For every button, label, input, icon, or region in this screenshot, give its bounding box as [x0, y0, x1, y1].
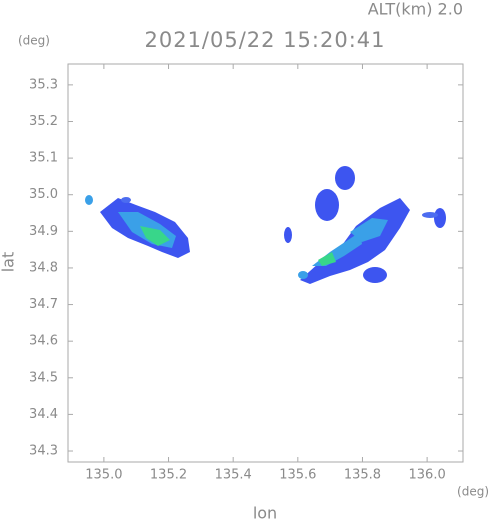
y-tick-label: 35.3 [29, 77, 58, 92]
echo [284, 227, 292, 243]
x-axis-label: lon [253, 504, 277, 521]
y-tick-label: 34.7 [29, 297, 58, 312]
echo [318, 252, 336, 266]
x-tick-label: 135.0 [85, 468, 122, 483]
x-tick-label: 136.0 [409, 468, 446, 483]
x-tick-label: 135.8 [344, 468, 381, 483]
x-tick-label: 135.6 [279, 468, 316, 483]
altitude-label: ALT(km) 2.0 [368, 0, 463, 19]
y-tick-label: 34.9 [29, 224, 58, 239]
y-tick-label: 34.6 [29, 334, 58, 349]
echo [335, 166, 355, 190]
x-unit: (deg) [457, 485, 489, 499]
y-tick-label: 35.1 [29, 151, 58, 166]
y-tick-label: 34.4 [29, 407, 58, 422]
y-unit: (deg) [18, 34, 50, 48]
echo [121, 197, 131, 203]
y-tick-label: 35.0 [29, 187, 58, 202]
y-tick-label: 34.3 [29, 444, 58, 459]
echo [85, 195, 93, 205]
y-tick-label: 34.8 [29, 260, 58, 275]
y-tick-label: 35.2 [29, 114, 58, 129]
x-tick-label: 135.2 [150, 468, 187, 483]
echo [315, 189, 339, 221]
echo [434, 208, 446, 228]
y-tick-label: 34.5 [29, 370, 58, 385]
y-axis-label: lat [0, 252, 18, 273]
echo [363, 267, 387, 283]
echo [140, 226, 170, 246]
echo [350, 218, 388, 242]
x-tick-label: 135.4 [215, 468, 252, 483]
chart-title: 2021/05/22 15:20:41 [144, 28, 385, 52]
echo [422, 212, 438, 218]
radar-echoes [85, 166, 446, 284]
echo [298, 271, 308, 279]
plot-frame [67, 63, 464, 463]
